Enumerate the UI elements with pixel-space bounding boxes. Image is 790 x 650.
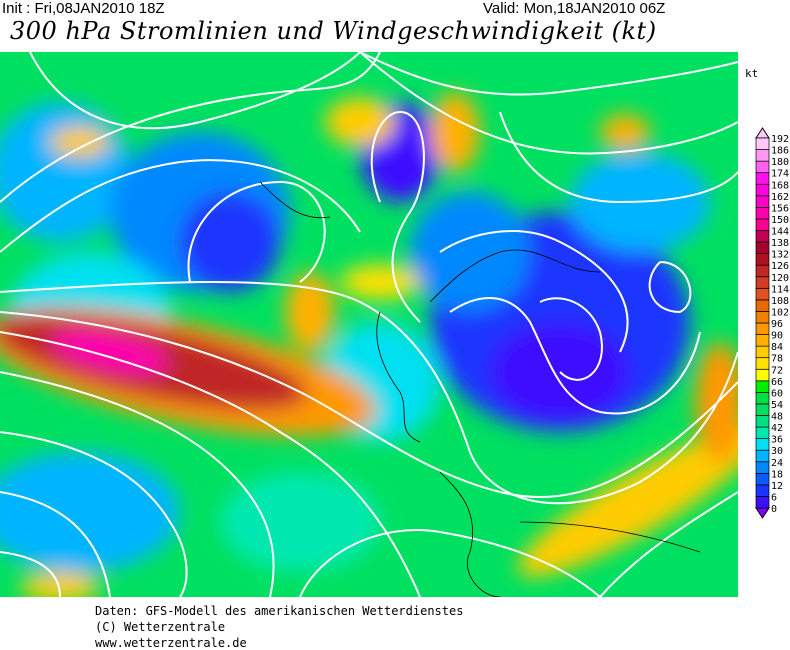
footer-website: www.wetterzentrale.de (95, 636, 247, 650)
legend-level-label: 186 (771, 146, 789, 157)
legend-swatch (755, 218, 770, 231)
legend-level-label: 84 (771, 342, 783, 353)
legend-swatch (755, 149, 770, 162)
legend-level-label: 6 (771, 492, 777, 503)
legend-swatch (755, 137, 770, 150)
legend-level-label: 120 (771, 273, 789, 284)
legend-swatch (755, 392, 770, 405)
legend-swatch (755, 241, 770, 254)
legend-level-label: 72 (771, 365, 783, 376)
legend-swatch (755, 230, 770, 243)
legend-level-label: 108 (771, 296, 789, 307)
color-legend: kt 0612182430364248546066727884909610210… (745, 67, 789, 519)
legend-level-label: 0 (771, 504, 777, 515)
legend-level-label: 114 (771, 284, 789, 295)
legend-unit: kt (745, 67, 758, 80)
legend-swatch (755, 415, 770, 428)
legend-level-label: 150 (771, 215, 789, 226)
wind-speed-field (0, 92, 738, 597)
legend-swatch (755, 334, 770, 347)
legend-swatch (755, 357, 770, 370)
legend-level-label: 18 (771, 469, 783, 480)
legend-level-label: 30 (771, 446, 783, 457)
legend-swatch (755, 484, 770, 497)
legend-swatch (755, 368, 770, 382)
legend-swatch (755, 426, 770, 439)
legend-level-label: 12 (771, 481, 783, 492)
map-title: 300 hPa Stromlinien und Windgeschwindigk… (10, 17, 657, 45)
legend-level-label: 126 (771, 261, 789, 272)
legend-swatch (755, 438, 770, 451)
legend-swatch (755, 276, 770, 289)
legend-level-label: 78 (771, 354, 783, 365)
legend-swatch (755, 160, 770, 174)
legend-level-label: 174 (771, 169, 789, 180)
legend-level-label: 180 (771, 157, 789, 168)
legend-swatch (755, 322, 770, 335)
legend-swatch (755, 195, 770, 208)
legend-level-label: 60 (771, 388, 783, 399)
legend-level-label: 90 (771, 331, 783, 342)
wind-speed-map (0, 52, 738, 597)
legend-swatch (755, 449, 770, 463)
legend-level-label: 36 (771, 435, 783, 446)
legend-level-label: 24 (771, 458, 783, 469)
legend-swatch (755, 461, 770, 474)
legend-level-label: 144 (771, 227, 789, 238)
legend-level-label: 66 (771, 377, 783, 388)
legend-level-label: 192 (771, 134, 789, 145)
legend-min-arrow (755, 507, 770, 519)
legend-swatch (755, 345, 770, 359)
legend-level-label: 96 (771, 319, 783, 330)
legend-level-label: 42 (771, 423, 783, 434)
legend-swatch (755, 311, 770, 324)
legend-level-label: 162 (771, 192, 789, 203)
legend-level-label: 156 (771, 203, 789, 214)
legend-swatch (755, 183, 770, 197)
coastlines (259, 181, 701, 597)
legend-swatch (755, 172, 770, 185)
legend-level-label: 168 (771, 180, 789, 191)
legend-swatch (755, 253, 770, 266)
footer-source: Daten: GFS-Modell des amerikanischen Wet… (95, 604, 464, 618)
legend-swatch (755, 380, 770, 393)
legend-swatch (755, 496, 770, 509)
legend-swatch (755, 264, 770, 278)
legend-level-label: 138 (771, 238, 789, 249)
legend-swatch (755, 299, 770, 312)
legend-swatch (755, 403, 770, 416)
init-time: Init : Fri,08JAN2010 18Z (2, 0, 165, 17)
legend-level-label: 54 (771, 400, 783, 411)
legend-level-label: 132 (771, 250, 789, 261)
legend-max-arrow (755, 127, 770, 139)
streamlines (0, 52, 738, 597)
legend-level-label: 48 (771, 412, 783, 423)
legend-swatch (755, 287, 770, 301)
legend-level-label: 102 (771, 307, 789, 318)
legend-swatch (755, 472, 770, 486)
valid-time: Valid: Mon,18JAN2010 06Z (483, 0, 666, 17)
footer-copyright: (C) Wetterzentrale (95, 620, 226, 634)
legend-swatch (755, 207, 770, 220)
